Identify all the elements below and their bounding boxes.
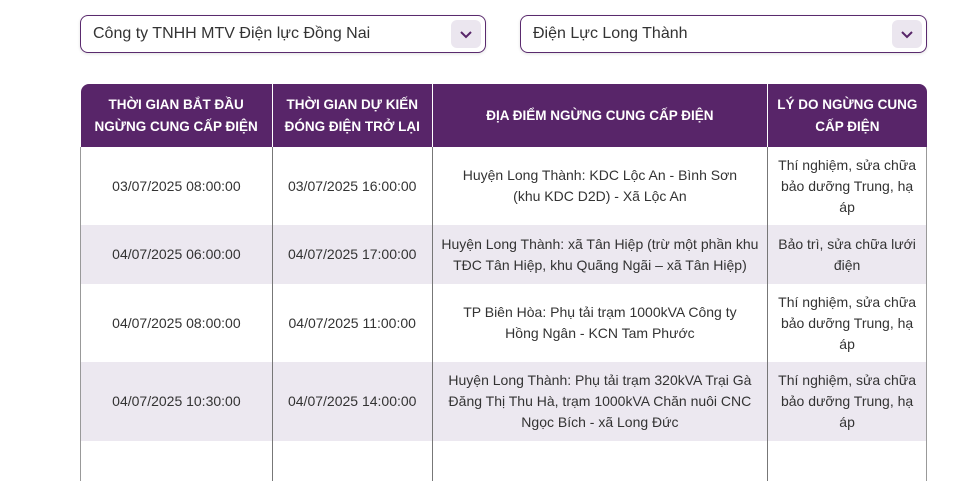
company-select-value: Công ty TNHH MTV Điện lực Đồng Nai: [93, 25, 371, 42]
outage-table: THỜI GIAN BẮT ĐẦU NGỪNG CUNG CẤP ĐIỆN TH…: [80, 84, 927, 481]
location: TP Biên Hòa: Phụ tải trạm 1000kVA Công t…: [431, 284, 768, 362]
end-time: 04/07/2025 17:00:00: [271, 225, 433, 284]
end-time: 03/07/2025 16:00:00: [271, 147, 433, 225]
header-location: ĐỊA ĐIỂM NGỪNG CUNG CẤP ĐIỆN: [431, 84, 768, 147]
end-time: 04/07/2025 11:00:00: [271, 284, 433, 362]
location: Huyện Long Thành: KDC Lộc An - Bình Sơn …: [431, 147, 768, 225]
header-end-time: THỜI GIAN DỰ KIẾN ĐÓNG ĐIỆN TRỞ LẠI: [271, 84, 433, 147]
table-row: 04/07/2025 10:30:00 04/07/2025 14:00:00 …: [80, 362, 927, 441]
reason: Thí nghiệm, sửa chữa bảo dưỡng Trung, hạ…: [767, 284, 927, 362]
reason: Thí nghiệm, sửa chữa bảo dưỡng Trung, hạ…: [767, 362, 927, 441]
table-row: 04/07/2025 06:00:00 04/07/2025 17:00:00 …: [80, 225, 927, 284]
branch-select-value: Điện Lực Long Thành: [533, 25, 688, 42]
header-start-time: THỜI GIAN BẮT ĐẦU NGỪNG CUNG CẤP ĐIỆN: [80, 84, 273, 147]
branch-select[interactable]: Điện Lực Long Thành: [520, 15, 927, 53]
location: Huyện Long Thành: xã Tân Hiệp (trừ một p…: [431, 225, 768, 284]
company-select[interactable]: Công ty TNHH MTV Điện lực Đồng Nai: [80, 15, 486, 53]
table-row: 03/07/2025 08:00:00 03/07/2025 16:00:00 …: [80, 147, 927, 225]
location: Huyện Long Thành: Phụ tải trạm 320kVA Tr…: [431, 362, 768, 441]
start-time: 04/07/2025 06:00:00: [80, 225, 273, 284]
start-time: 04/07/2025 08:00:00: [80, 284, 273, 362]
header-reason: LÝ DO NGỪNG CUNG CẤP ĐIỆN: [767, 84, 927, 147]
reason: Bảo trì, sửa chữa lưới điện: [767, 225, 927, 284]
chevron-down-icon[interactable]: [451, 20, 481, 48]
start-time: 04/07/2025 10:30:00: [80, 362, 273, 441]
start-time: 03/07/2025 08:00:00: [80, 147, 273, 225]
reason: Thí nghiệm, sửa chữa bảo dưỡng Trung, hạ…: [767, 147, 927, 225]
table-row: [80, 441, 927, 481]
chevron-down-icon[interactable]: [892, 20, 922, 48]
end-time: 04/07/2025 14:00:00: [271, 362, 433, 441]
table-row: 04/07/2025 08:00:00 04/07/2025 11:00:00 …: [80, 284, 927, 362]
